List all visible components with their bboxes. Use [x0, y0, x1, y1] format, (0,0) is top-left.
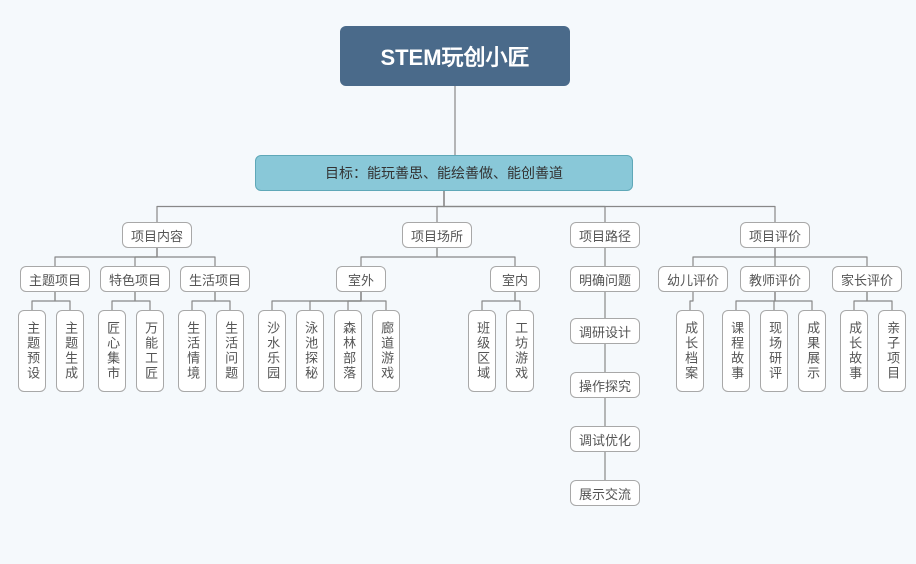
- level3-node: 项目路径: [570, 222, 640, 248]
- leaf-node: 主题预设: [18, 310, 46, 392]
- leaf-node: 现场研评: [760, 310, 788, 392]
- sequence-node: 展示交流: [570, 480, 640, 506]
- leaf-node: 课程故事: [722, 310, 750, 392]
- leaf-node: 工坊游戏: [506, 310, 534, 392]
- leaf-node: 万能工匠: [136, 310, 164, 392]
- level4-node: 室外: [336, 266, 386, 292]
- sequence-node: 调研设计: [570, 318, 640, 344]
- level4-node: 明确问题: [570, 266, 640, 292]
- goal-node: 目标：能玩善思、能绘善做、能创善道: [255, 155, 633, 191]
- level4-node: 家长评价: [832, 266, 902, 292]
- level3-node: 项目评价: [740, 222, 810, 248]
- leaf-node: 廊道游戏: [372, 310, 400, 392]
- level3-node: 项目内容: [122, 222, 192, 248]
- sequence-node: 调试优化: [570, 426, 640, 452]
- leaf-node: 成果展示: [798, 310, 826, 392]
- leaf-node: 生活情境: [178, 310, 206, 392]
- level4-node: 生活项目: [180, 266, 250, 292]
- sequence-node: 操作探究: [570, 372, 640, 398]
- leaf-node: 泳池探秘: [296, 310, 324, 392]
- level3-node: 项目场所: [402, 222, 472, 248]
- leaf-node: 班级区域: [468, 310, 496, 392]
- leaf-node: 成长故事: [840, 310, 868, 392]
- level4-node: 主题项目: [20, 266, 90, 292]
- leaf-node: 森林部落: [334, 310, 362, 392]
- leaf-node: 主题生成: [56, 310, 84, 392]
- leaf-node: 生活问题: [216, 310, 244, 392]
- leaf-node: 沙水乐园: [258, 310, 286, 392]
- level4-node: 教师评价: [740, 266, 810, 292]
- root-node: STEM玩创小匠: [340, 26, 570, 86]
- leaf-node: 亲子项目: [878, 310, 906, 392]
- level4-node: 室内: [490, 266, 540, 292]
- leaf-node: 匠心集市: [98, 310, 126, 392]
- level4-node: 幼儿评价: [658, 266, 728, 292]
- leaf-node: 成长档案: [676, 310, 704, 392]
- level4-node: 特色项目: [100, 266, 170, 292]
